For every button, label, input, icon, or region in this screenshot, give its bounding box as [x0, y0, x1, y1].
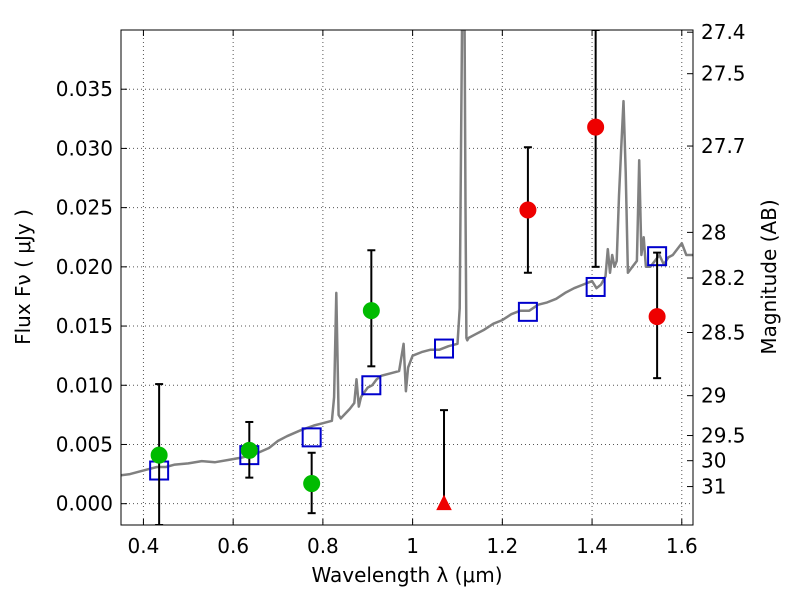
model-photometry-point: [361, 375, 382, 396]
model-photometry-point: [517, 301, 538, 322]
model-photometry-point: [585, 276, 606, 297]
y2-tick-label: 31: [701, 475, 726, 499]
observed-photometry-point: [362, 302, 380, 320]
y2-tick-label: 27.4: [701, 20, 746, 44]
y-tick-label: 0.020: [56, 255, 113, 279]
x-tick-label: 1.6: [666, 534, 698, 558]
y2-axis-label: Magnitude (AB): [757, 199, 781, 354]
x-tick-label: 1: [406, 534, 419, 558]
observed-photometry-point: [587, 118, 605, 136]
x-tick-label: 1.2: [486, 534, 518, 558]
plot-frame: [120, 29, 694, 526]
model-photometry-point: [301, 427, 322, 448]
y2-tick-label: 29: [701, 384, 726, 408]
y2-tick-label: 30: [701, 449, 726, 473]
y-tick-label: 0.025: [56, 196, 113, 220]
y2-tick-label: 28: [701, 220, 726, 244]
y-tick-label: 0.005: [56, 432, 113, 456]
y-tick-label: 0.030: [56, 136, 113, 160]
plot-area: [121, 30, 693, 525]
y2-tick-label: 27.5: [701, 62, 746, 86]
observed-photometry-point: [150, 446, 168, 464]
y2-tick-label: 28.2: [701, 266, 746, 290]
plot-background: [121, 30, 693, 525]
y-tick-label: 0.000: [56, 492, 113, 516]
x-axis-label: Wavelength λ (μm): [311, 563, 502, 587]
model-photometry-point: [434, 338, 455, 359]
y-tick-label: 0.010: [56, 373, 113, 397]
y2-tick-label: 28.5: [701, 321, 746, 345]
y2-tick-label: 29.5: [701, 424, 746, 448]
y-tick-label: 0.015: [56, 314, 113, 338]
observed-photometry-point: [648, 308, 666, 326]
x-tick-label: 0.6: [217, 534, 249, 558]
observed-upper-limit-marker: [436, 494, 452, 511]
observed-photometry-point: [519, 201, 537, 219]
y-axis-label: Flux Fν ( μJy ): [11, 209, 35, 345]
observed-photometry-point: [303, 475, 321, 493]
axes: 0.4 0.6 0.8 1 1.2 1.4 1.6 0.000 0.005 0.010 0.015 0…: [56, 20, 746, 558]
x-tick-label: 0.4: [128, 534, 160, 558]
y2-tick-label: 27.7: [701, 134, 746, 158]
x-tick-label: 0.8: [307, 534, 339, 558]
x-tick-label: 1.4: [576, 534, 608, 558]
y-tick-label: 0.035: [56, 77, 113, 101]
model-spectrum-line: [121, 30, 693, 477]
observed-photometry-point: [240, 441, 258, 459]
